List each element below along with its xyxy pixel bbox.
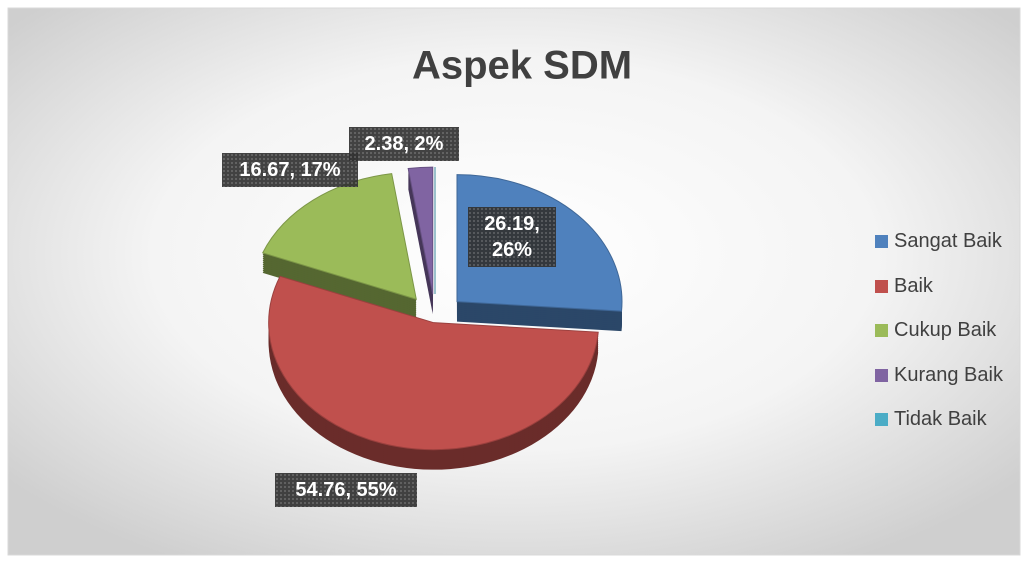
data-label: 16.67, 17% — [222, 153, 358, 187]
legend-item: Cukup Baik — [875, 319, 996, 342]
slice — [268, 275, 599, 451]
data-label: 26.19, 26% — [468, 207, 556, 267]
legend-label: Sangat Baik — [894, 230, 1002, 252]
legend-swatch — [875, 235, 888, 248]
data-label: 2.38, 2% — [349, 127, 459, 161]
legend-item: Sangat Baik — [875, 230, 1002, 253]
legend-item: Kurang Baik — [875, 364, 1003, 387]
slice — [261, 173, 417, 300]
chart-title: Aspek SDM — [412, 44, 632, 88]
slice — [407, 166, 434, 295]
data-label: 54.76, 55% — [275, 473, 417, 507]
legend-swatch — [875, 368, 888, 382]
legend-label: Kurang Baik — [894, 363, 1003, 386]
legend-item: Tidak Baik — [875, 408, 987, 431]
legend-swatch — [875, 279, 888, 293]
legend-item: Baik — [875, 275, 933, 298]
legend-label: Cukup Baik — [894, 319, 997, 341]
legend-swatch — [875, 413, 888, 426]
legend-swatch — [875, 324, 888, 337]
legend-label: Baik — [894, 274, 933, 297]
legend-label: Tidak Baik — [894, 408, 987, 430]
